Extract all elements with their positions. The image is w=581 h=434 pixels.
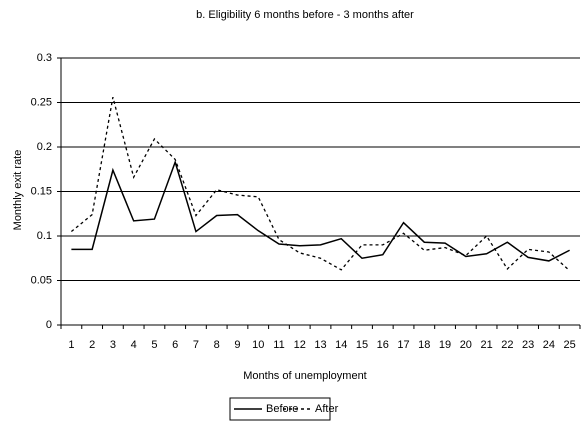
x-tick-label: 11	[273, 339, 284, 351]
y-tick-label: 0.2	[37, 141, 52, 153]
x-tick-label: 23	[522, 339, 534, 351]
x-tick-label: 22	[501, 339, 513, 351]
legend-label: After	[315, 403, 339, 415]
x-tick-label: 24	[543, 339, 555, 351]
x-tick-label: 16	[377, 339, 389, 351]
y-tick-label: 0.15	[31, 185, 52, 197]
x-tick-label: 25	[563, 339, 575, 351]
x-tick-label: 8	[214, 339, 220, 351]
legend-box	[229, 397, 331, 421]
x-tick-label: 12	[294, 339, 306, 351]
data-line	[71, 159, 570, 262]
x-tick-label: 7	[193, 339, 199, 351]
x-tick-label: 2	[89, 339, 95, 351]
x-tick-label: 13	[314, 339, 326, 351]
x-tick-label: 19	[439, 339, 451, 351]
x-tick-label: 9	[234, 339, 240, 351]
x-tick-label: 4	[131, 339, 137, 351]
y-tick-label: 0	[46, 319, 52, 331]
x-tick-label: 10	[252, 339, 264, 351]
y-tick-label: 0.05	[31, 274, 52, 286]
x-tick-label: 20	[460, 339, 472, 351]
legend-label: Before	[266, 403, 298, 415]
x-tick-label: 3	[110, 339, 116, 351]
y-axis-title: Monthly exit rate	[12, 150, 24, 231]
x-axis-title: Months of unemployment	[243, 370, 367, 382]
chart-title: b. Eligibility 6 months before - 3 month…	[196, 9, 414, 21]
x-tick-label: 18	[418, 339, 430, 351]
x-tick-label: 6	[172, 339, 178, 351]
y-tick-label: 0.25	[31, 96, 52, 108]
x-tick-label: 14	[335, 339, 347, 351]
x-tick-label: 21	[480, 339, 492, 351]
x-tick-label: 17	[397, 339, 409, 351]
data-line	[70, 96, 571, 272]
x-tick-label: 5	[151, 339, 157, 351]
x-tick-label: 1	[68, 339, 74, 351]
y-tick-label: 0.3	[37, 52, 52, 64]
y-tick-label: 0.1	[37, 230, 52, 242]
x-tick-label: 15	[356, 339, 368, 351]
